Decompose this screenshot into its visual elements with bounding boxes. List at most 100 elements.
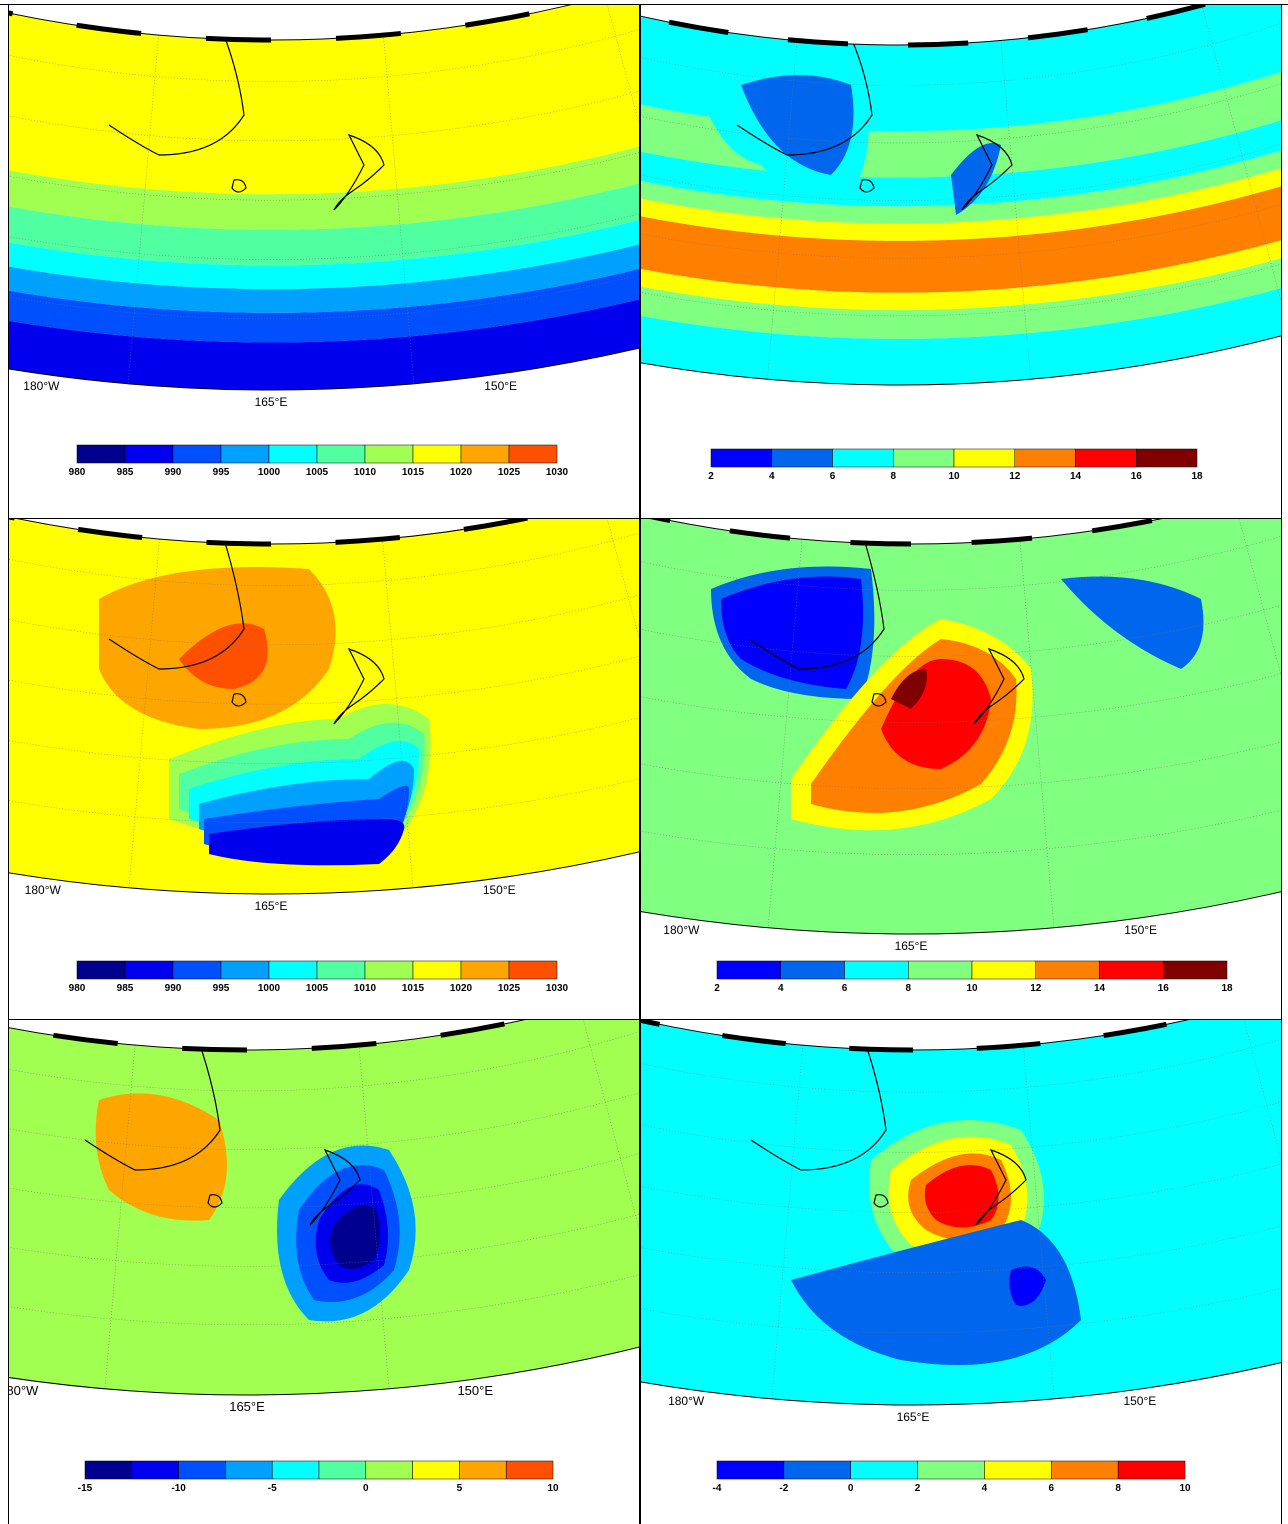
colorbar-tick-label: 0 [363, 1483, 369, 1494]
colorbar-swatch [412, 960, 462, 980]
contour-band [641, 69, 1281, 293]
colorbar-tick-label: 12 [1030, 983, 1042, 994]
colorbar-swatch [908, 960, 973, 980]
coastline [84, 1044, 361, 1226]
colorbar-tick-label: 1020 [450, 983, 473, 994]
colorbar-swatch [1035, 960, 1100, 980]
lon-label-150-e: 150°E [457, 1383, 493, 1398]
colorbar-tick-label: 1015 [402, 983, 425, 994]
graticule [641, 1020, 1281, 1399]
lon-label-150-e: 150°E [484, 379, 517, 393]
colorbar-tick-label: 1025 [498, 467, 521, 478]
map-panel-middle-right: 20°S30°S40°S50°S60°S70°S135°E150°E165°E1… [641, 519, 1281, 1019]
lon-label-180-w: 180°W [9, 1383, 39, 1398]
colorbar-tick-label: 990 [165, 983, 182, 994]
colorbar-swatch [710, 448, 772, 468]
graticule [641, 5, 1281, 380]
lon-label-165-e: 165°E [229, 1399, 265, 1414]
colorbar-swatch [771, 448, 833, 468]
colorbar-swatch [1163, 960, 1228, 980]
colorbar-tick-label: 10 [1179, 1483, 1191, 1494]
lon-label-165-e: 165°E [255, 899, 288, 913]
colorbar: 2 4 6 8 10 12 14 16 18 [714, 960, 1233, 994]
colorbar-swatch [131, 1460, 179, 1480]
colorbar-tick-label: 4 [769, 471, 775, 482]
map-svg-bottom-right: 20°S30°S40°S50°S60°S70°S135°E150°E165°E1… [641, 1020, 1281, 1494]
colorbar-swatch [268, 960, 318, 980]
colorbar: -15 -10 -5 0 5 10 [78, 1460, 559, 1494]
colorbar-tick-label: 5 [457, 1483, 463, 1494]
lon-label-150-e: 150°E [1123, 1394, 1156, 1408]
colorbar-swatch [124, 960, 174, 980]
colorbar-tick-label: -15 [78, 1483, 93, 1494]
map-frame [9, 1020, 639, 1396]
colorbar-swatch [844, 960, 909, 980]
colorbar-swatch [124, 444, 174, 464]
map-frame [9, 519, 639, 895]
contour-band [641, 130, 1281, 339]
colorbar-tick-label: 8 [890, 471, 896, 482]
map-svg-top-right: 2 4 6 8 10 12 14 16 18 [641, 5, 1281, 482]
colorbar-tick-label: -2 [779, 1483, 788, 1494]
colorbar-tick-label: 1020 [450, 467, 473, 478]
colorbar-tick-label: 6 [1049, 1483, 1055, 1494]
map-field [9, 519, 639, 894]
map-panel-bottom-right: 20°S30°S40°S50°S60°S70°S135°E150°E165°E1… [641, 1020, 1281, 1524]
colorbar-tick-label: 14 [1070, 471, 1082, 482]
colorbar-tick-label: 985 [117, 467, 134, 478]
colorbar-swatch [225, 1460, 273, 1480]
colorbar-swatch [893, 448, 955, 468]
colorbar-swatch [172, 960, 222, 980]
colorbar-tick-label: 8 [905, 983, 911, 994]
colorbar-tick-label: 1025 [498, 983, 521, 994]
colorbar-tick-label: 1010 [354, 467, 377, 478]
graticule [9, 1020, 639, 1389]
lon-label-165-e: 165°E [897, 1410, 930, 1424]
coastline [748, 538, 1025, 725]
colorbar-swatch [84, 1460, 133, 1480]
contour-band [9, 5, 639, 195]
colorbar-swatch [716, 960, 781, 980]
map-svg-middle-right: 20°S30°S40°S50°S60°S70°S135°E150°E165°E1… [641, 519, 1281, 994]
colorbar-tick-label: 1010 [354, 983, 377, 994]
contour-band [9, 154, 639, 343]
colorbar-swatch [459, 1460, 507, 1480]
colorbar-swatch [172, 444, 222, 464]
colorbar-tick-label: 980 [69, 983, 86, 994]
colorbar-swatch [271, 1460, 320, 1480]
contour-band [641, 155, 1281, 385]
contour-region [95, 1093, 228, 1221]
colorbar-swatch [460, 444, 510, 464]
contour-band [641, 14, 1281, 207]
colorbar-tick-label: 980 [69, 467, 86, 478]
contour-band [641, 5, 1281, 178]
colorbar-swatch [1014, 448, 1076, 468]
colorbar-swatch [268, 444, 318, 464]
contour-region [924, 1165, 999, 1228]
map-frame [641, 519, 1281, 935]
lon-label-150-e: 150°E [1124, 923, 1157, 937]
colorbar-tick-label: 1005 [306, 983, 329, 994]
colorbar-tick-label: 18 [1221, 983, 1233, 994]
colorbar-tick-label: 2 [708, 471, 714, 482]
colorbar-tick-label: 10 [948, 471, 960, 482]
contour-region [1061, 576, 1204, 669]
map-field [9, 1020, 639, 1395]
grid-border-right [1281, 4, 1282, 1524]
contour-region [891, 669, 927, 709]
map-field [641, 1020, 1281, 1406]
colorbar-tick-label: 990 [165, 467, 182, 478]
colorbar-tick-label: 0 [848, 1483, 854, 1494]
colorbar-swatch [316, 960, 366, 980]
colorbar-tick-label: 10 [547, 1483, 559, 1494]
contour-region [179, 623, 268, 689]
colorbar-swatch [1051, 1460, 1119, 1480]
contour-band [9, 181, 639, 390]
map-svg-bottom-left: 20°S30°S40°S50°S60°S70°S135°E150°E165°E1… [9, 1020, 639, 1494]
colorbar-swatch [76, 960, 126, 980]
contour-region [1009, 1266, 1046, 1306]
map-panel-bottom-left: 20°S30°S40°S50°S60°S70°S135°E150°E165°E1… [9, 1020, 639, 1524]
colorbar-tick-label: 2 [714, 983, 720, 994]
colorbar-swatch [460, 960, 510, 980]
contour-band [9, 5, 639, 94]
